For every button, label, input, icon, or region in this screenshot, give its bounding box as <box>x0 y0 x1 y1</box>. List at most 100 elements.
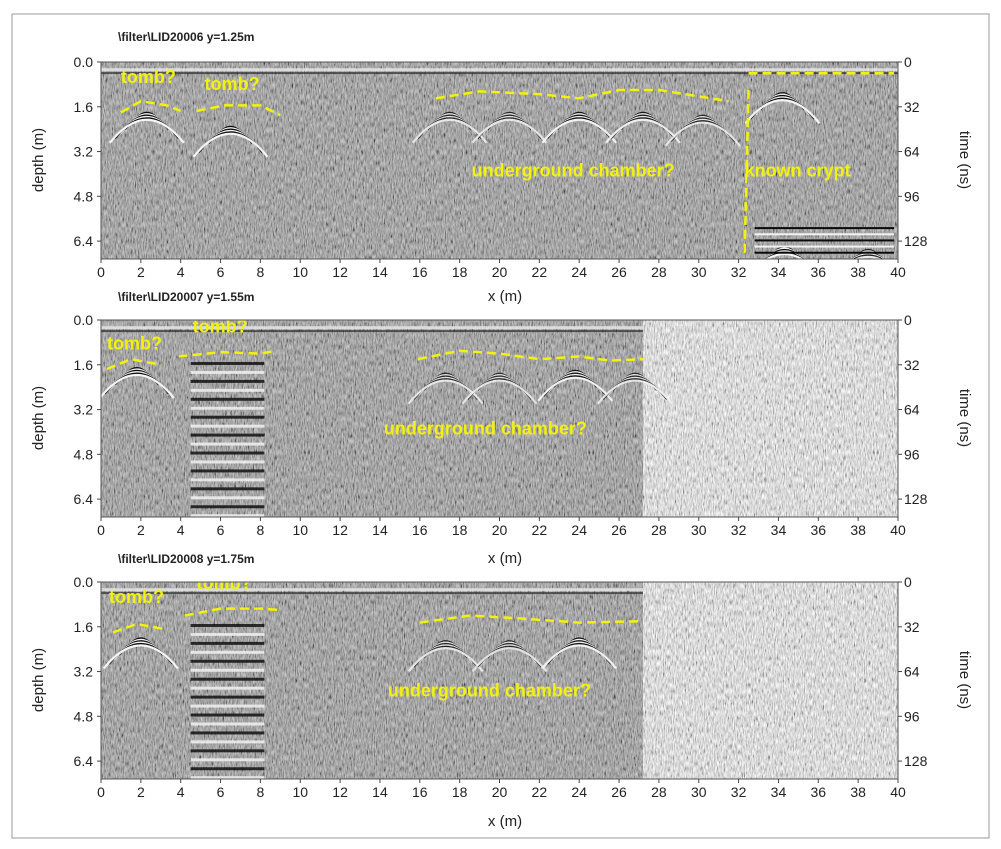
tomb-reflection-stripe <box>190 686 265 690</box>
tomb-reflection-stripe <box>190 388 265 392</box>
tomb-reflection-stripe <box>190 776 265 779</box>
hyperbola-ring <box>108 118 185 144</box>
annotation-label: underground chamber? <box>472 161 675 181</box>
x-tick-label: 22 <box>532 784 548 800</box>
hyperbola-ring <box>407 379 484 405</box>
x-tick-label: 18 <box>452 264 468 280</box>
tomb-reflection-stripe <box>190 505 265 509</box>
hyperbola-ring <box>471 118 548 144</box>
y-tick-label: 4.8 <box>74 446 94 462</box>
x-tick-label: 20 <box>492 522 508 538</box>
hyperbola-ring <box>744 99 821 124</box>
tomb-1-outline <box>106 357 162 371</box>
reflection-hyperbola <box>407 640 484 672</box>
x-tick-label: 8 <box>257 522 265 538</box>
tomb-reflection-stripe <box>190 668 265 672</box>
y2-tick-label: 0 <box>904 54 912 70</box>
y2-tick-label: 96 <box>904 446 920 462</box>
tomb-reflection-stripe <box>190 478 265 482</box>
x-tick-label: 24 <box>571 784 587 800</box>
surface-reflection-band <box>101 588 643 592</box>
x-tick-label: 10 <box>292 784 308 800</box>
tomb-2-outline <box>196 104 281 117</box>
hyperbola-ring <box>765 248 804 259</box>
x-tick-label: 28 <box>651 784 667 800</box>
hyperbola-ring <box>765 253 804 259</box>
chamber-outline <box>435 88 729 103</box>
tomb-2-outline <box>178 349 277 358</box>
x-tick-label: 20 <box>492 264 508 280</box>
panel-1-plot: tomb? tomb? underground chamber? known cryp… <box>101 62 898 259</box>
panel-3-ylabel: depth (m) <box>30 648 47 712</box>
annotation-label: tomb? <box>197 573 252 593</box>
reflection-hyperbola <box>541 637 618 670</box>
y2-tick-label: 32 <box>904 357 920 373</box>
y-tick-label: 0.0 <box>74 574 94 590</box>
x-tick-label: 34 <box>771 264 787 280</box>
reflection-hyperbola <box>605 111 681 144</box>
y-tick-label: 3.2 <box>74 402 94 418</box>
y2-tick-label: 128 <box>904 753 928 769</box>
reflection-hyperbola <box>664 114 741 147</box>
x-tick-label: 2 <box>137 264 145 280</box>
tomb-reflection-stripe <box>190 695 265 699</box>
y-tick-label: 3.2 <box>74 664 94 680</box>
hyperbola-ring <box>407 647 484 672</box>
hyperbola-ring <box>537 376 614 402</box>
tomb-2-outline <box>184 607 281 617</box>
hyperbola-ring <box>461 379 538 405</box>
annotation-label: tomb? <box>193 317 248 337</box>
y-tick-label: 3.2 <box>74 144 94 160</box>
y-tick-label: 1.6 <box>74 357 94 373</box>
x-tick-label: 28 <box>651 264 667 280</box>
tomb-reflection-stripe <box>190 749 265 753</box>
tomb-reflection-stripe <box>190 442 265 446</box>
y2-tick-label: 32 <box>904 619 920 635</box>
x-tick-label: 18 <box>452 784 468 800</box>
hyperbola-ring <box>541 118 618 144</box>
tomb-reflection-stripe <box>190 650 265 654</box>
crypt-reflection-stripe <box>754 233 895 236</box>
x-tick-label: 40 <box>890 784 906 800</box>
y2-tick-label: 96 <box>904 188 920 204</box>
tomb-reflection-stripe <box>190 496 265 500</box>
tomb-reflection-stripe <box>190 623 265 627</box>
annotation-label: tomb? <box>107 333 162 353</box>
tomb-reflection-stripe <box>190 397 265 401</box>
y-tick-label: 1.6 <box>74 619 94 635</box>
tomb-reflection-stripe <box>190 632 265 636</box>
x-tick-label: 4 <box>177 264 185 280</box>
y-tick-label: 6.4 <box>74 491 94 507</box>
hyperbola-ring <box>192 132 269 158</box>
hyperbola-ring <box>852 254 884 259</box>
x-tick-label: 10 <box>292 264 308 280</box>
tomb-reflection-stripe <box>190 469 265 473</box>
x-tick-label: 38 <box>850 264 866 280</box>
hyperbola-ring <box>597 379 673 405</box>
panel-2-title: \filter\LID20007 y=1.55m <box>118 290 254 304</box>
x-tick-label: 32 <box>731 522 747 538</box>
surface-reflection-band-dark <box>101 330 643 333</box>
x-tick-label: 8 <box>257 784 265 800</box>
panel-2-marks: tomb? tomb? underground chamber? <box>101 317 673 517</box>
reflection-hyperbola <box>108 111 185 144</box>
hyperbola-ring <box>101 374 175 399</box>
panel-2-ylabel: depth (m) <box>30 386 47 450</box>
radargram-panel-3: \filter\LID20008 y=1.75m tomb? tomb? under… <box>30 552 973 830</box>
reflection-hyperbola <box>541 111 618 144</box>
x-tick-label: 14 <box>372 264 388 280</box>
x-tick-label: 2 <box>137 784 145 800</box>
panel-1-marks: tomb? tomb? underground chamber? known cryp… <box>101 67 898 259</box>
tomb-reflection-stripe <box>190 451 265 455</box>
x-tick-label: 36 <box>811 264 827 280</box>
x-tick-label: 36 <box>811 784 827 800</box>
tomb-reflection-stripe <box>190 424 265 428</box>
annotation-label: tomb? <box>121 67 176 87</box>
hyperbola-ring <box>764 250 805 259</box>
x-tick-label: 0 <box>97 522 105 538</box>
x-tick-label: 30 <box>691 522 707 538</box>
x-tick-label: 30 <box>691 784 707 800</box>
annotation-label: known crypt <box>745 161 851 181</box>
y-tick-label: 6.4 <box>74 753 94 769</box>
